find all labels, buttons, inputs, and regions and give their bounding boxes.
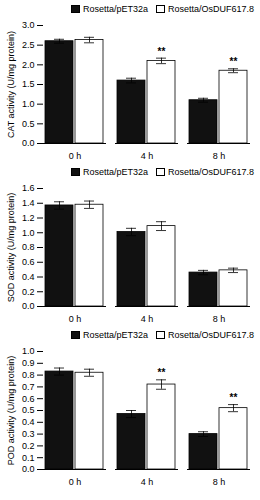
svg-text:0 h: 0 h: [69, 477, 82, 487]
svg-text:1.4: 1.4: [22, 198, 35, 208]
svg-text:0.3: 0.3: [22, 429, 35, 439]
svg-text:0.2: 0.2: [22, 287, 35, 297]
svg-text:0.6: 0.6: [22, 394, 35, 404]
svg-text:**: **: [158, 367, 166, 378]
html-text:Rosetta/pET32a: Rosetta/pET32a: [82, 166, 148, 177]
svg-text:0.5: 0.5: [22, 405, 35, 415]
svg-text:0.2: 0.2: [22, 441, 35, 451]
svg-text:0.0: 0.0: [22, 138, 35, 148]
svg-text:2.0: 2.0: [22, 60, 35, 70]
svg-text:0.5: 0.5: [22, 119, 35, 129]
html-text:Rosetta/OsDUF617.8: Rosetta/OsDUF617.8: [168, 166, 254, 177]
svg-text:8 h: 8 h: [213, 151, 226, 161]
svg-text:SOD activity (U/mg protein): SOD activity (U/mg protein): [6, 193, 16, 303]
svg-text:1.0: 1.0: [22, 346, 35, 356]
svg-text:4 h: 4 h: [141, 314, 154, 324]
svg-text:0.4: 0.4: [22, 417, 35, 427]
svg-text:8 h: 8 h: [213, 314, 226, 324]
svg-text:0.8: 0.8: [22, 370, 35, 380]
svg-text:1.2: 1.2: [22, 213, 35, 223]
svg-text:0 h: 0 h: [69, 151, 82, 161]
html-text:Rosetta/pET32a: Rosetta/pET32a: [82, 329, 148, 340]
svg-text:1.6: 1.6: [22, 183, 35, 193]
svg-text:0 h: 0 h: [69, 314, 82, 324]
svg-text:4 h: 4 h: [141, 151, 154, 161]
svg-text:2.5: 2.5: [22, 40, 35, 50]
svg-text:**: **: [158, 46, 166, 57]
svg-text:**: **: [230, 56, 238, 67]
svg-text:1.5: 1.5: [22, 79, 35, 89]
svg-text:8 h: 8 h: [213, 477, 226, 487]
svg-text:0.8: 0.8: [22, 242, 35, 252]
svg-text:1.0: 1.0: [22, 99, 35, 109]
svg-text:4 h: 4 h: [141, 477, 154, 487]
svg-text:0.0: 0.0: [22, 301, 35, 311]
svg-text:**: **: [230, 392, 238, 403]
svg-text:CAT activity (U/mg protein): CAT activity (U/mg protein): [6, 31, 16, 138]
svg-text:POD activity (U/mg protein): POD activity (U/mg protein): [6, 356, 16, 466]
svg-text:0.1: 0.1: [22, 453, 35, 463]
svg-text:0.0: 0.0: [22, 464, 35, 474]
svg-text:0.7: 0.7: [22, 382, 35, 392]
svg-text:0.6: 0.6: [22, 257, 35, 267]
html-text:Rosetta/pET32a: Rosetta/pET32a: [82, 3, 148, 14]
svg-text:3.0: 3.0: [22, 20, 35, 30]
html-text:Rosetta/OsDUF617.8: Rosetta/OsDUF617.8: [168, 3, 254, 14]
svg-text:0.4: 0.4: [22, 272, 35, 282]
svg-text:1.0: 1.0: [22, 228, 35, 238]
svg-text:0.9: 0.9: [22, 358, 35, 368]
html-text:Rosetta/OsDUF617.8: Rosetta/OsDUF617.8: [168, 329, 254, 340]
